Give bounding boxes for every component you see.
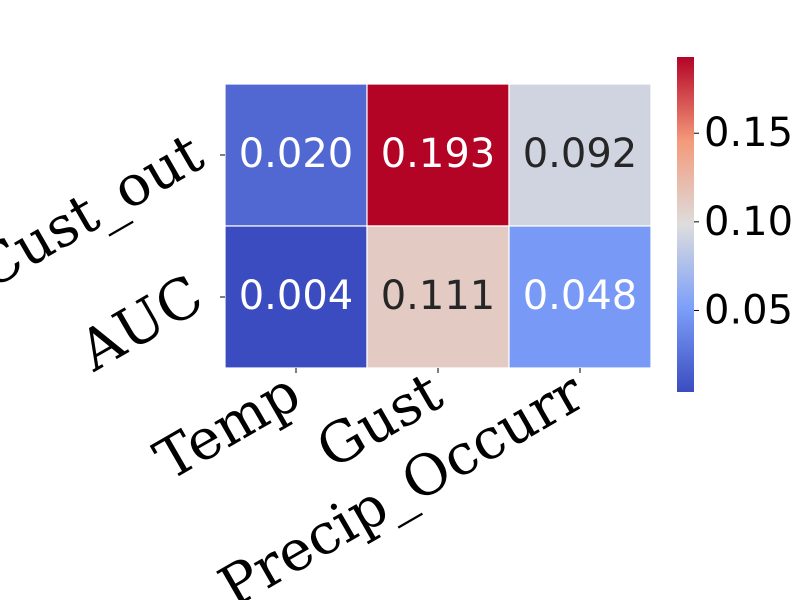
colorbar-tick-label: 0.05 — [704, 287, 793, 333]
heatmap-cell — [508, 225, 652, 369]
colorbar-tick-label: 0.15 — [704, 110, 793, 156]
colorbar: 0.05 0.10 0.15 — [677, 57, 793, 392]
heatmap-cells: 0.020 0.193 0.092 0.004 0.111 0.048 — [224, 83, 652, 369]
cell-value-label: 0.193 — [381, 131, 496, 177]
cell-value-label: 0.020 — [239, 131, 354, 177]
cell-value-label: 0.111 — [381, 273, 496, 319]
colorbar-gradient — [677, 57, 694, 392]
colorbar-tick-label: 0.10 — [704, 199, 793, 245]
y-tick-label: AUC — [68, 263, 214, 385]
heatmap-cell — [224, 225, 368, 369]
cell-value-label: 0.004 — [239, 273, 354, 319]
heatmap-cell — [508, 83, 652, 227]
x-tick-label: Temp — [144, 360, 311, 494]
heatmap-cell — [366, 225, 510, 369]
heatmap-cell — [224, 83, 368, 227]
heatmap-cell — [366, 83, 510, 227]
cell-value-label: 0.092 — [523, 131, 638, 177]
cell-value-label: 0.048 — [523, 273, 638, 319]
